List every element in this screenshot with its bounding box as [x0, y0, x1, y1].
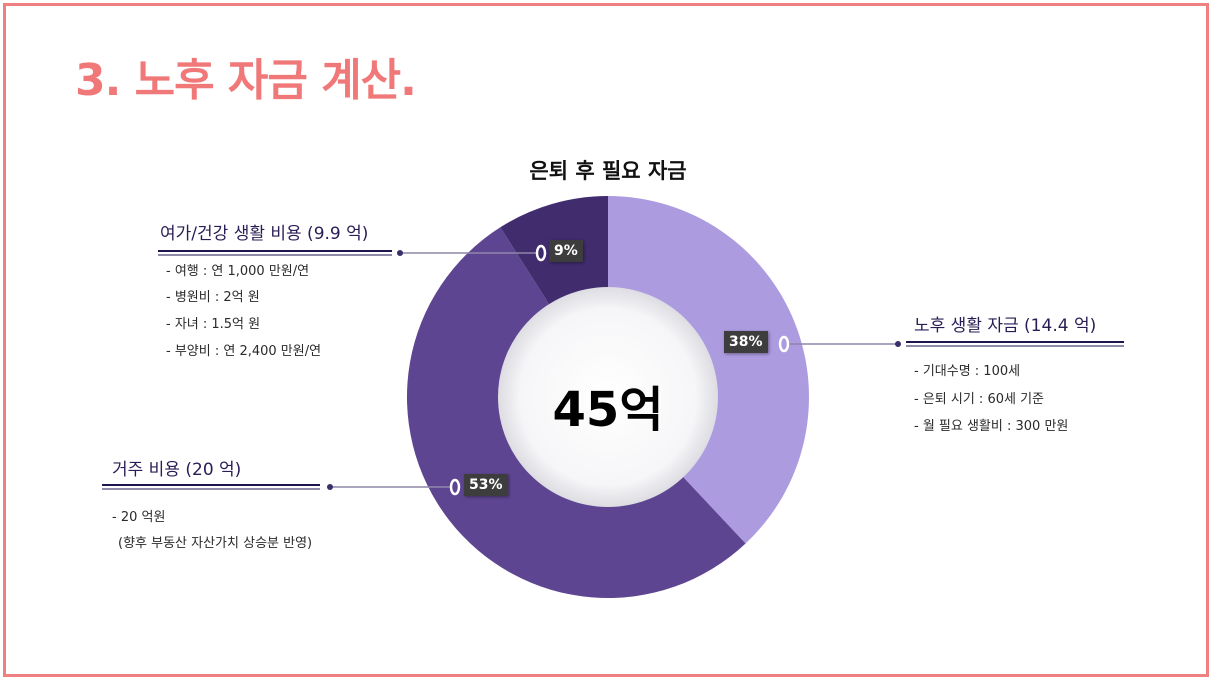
leisure-item-hospital: - 병원비 : 2억 원	[166, 290, 260, 305]
housing-item-note: (향후 부동산 자산가치 상승분 반영)	[118, 536, 313, 551]
retire-item-monthly-cost: - 월 필요 생활비 : 300 만원	[914, 419, 1069, 434]
page-title: 3. 노후 자금 계산.	[75, 55, 417, 106]
leisure-item-support: - 부양비 : 연 2,400 만원/연	[166, 344, 322, 359]
donut-hole	[498, 287, 718, 507]
retire-title: 노후 생활 자금 (14.4 억)	[914, 316, 1097, 336]
data-label-leisure: 9%	[549, 240, 583, 262]
retire-marker	[778, 335, 790, 353]
housing-item-amount: - 20 억원	[112, 510, 166, 525]
retire-item-retire-age: - 은퇴 시기 : 60세 기준	[914, 392, 1044, 407]
chart-title: 은퇴 후 필요 자금	[529, 159, 687, 183]
housing-marker	[449, 478, 461, 496]
retire-leader-dot	[895, 341, 901, 347]
housing-leader-dot	[327, 484, 333, 490]
leisure-title: 여가/건강 생활 비용 (9.9 억)	[160, 224, 369, 244]
leisure-leader-dot	[397, 250, 403, 256]
leisure-item-children: - 자녀 : 1.5억 원	[166, 317, 261, 332]
data-label-housing: 53%	[464, 474, 508, 496]
center-total: 45억	[552, 382, 664, 438]
data-label-retire: 38%	[724, 331, 768, 353]
retire-item-life-expectancy: - 기대수명 : 100세	[914, 364, 1021, 379]
leisure-marker	[535, 244, 547, 262]
leisure-item-travel: - 여행 : 연 1,000 만원/연	[166, 264, 310, 279]
housing-title: 거주 비용 (20 억)	[112, 460, 242, 480]
